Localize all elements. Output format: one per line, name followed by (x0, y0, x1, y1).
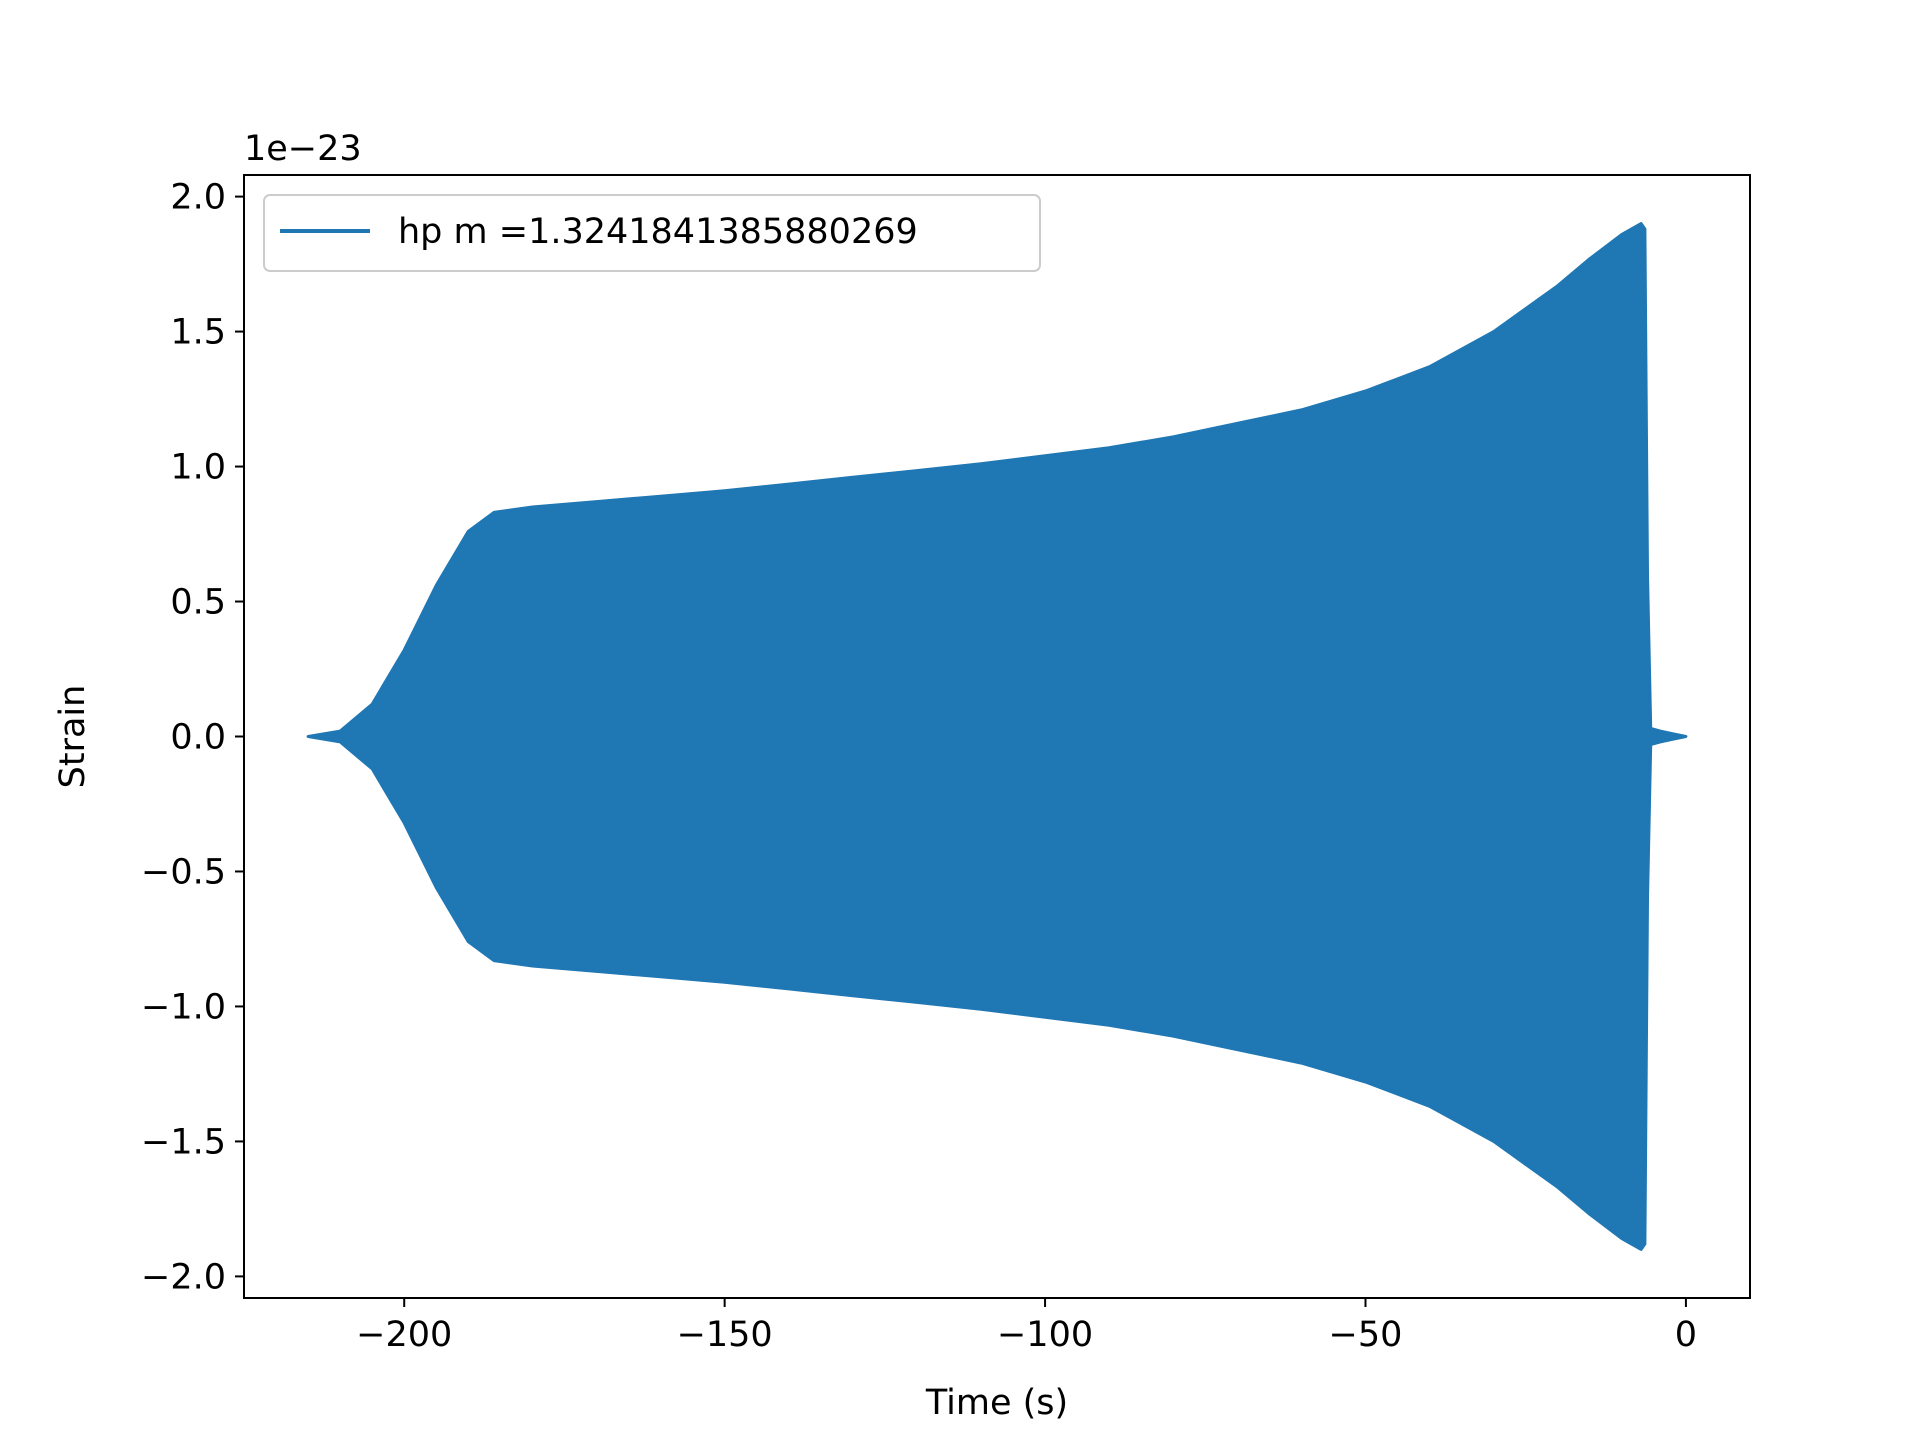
y-offset-label: 1e−23 (244, 129, 362, 169)
x-tick-label: −50 (1329, 1315, 1403, 1355)
axes-frame (243, 174, 1751, 1299)
x-tick-label: −100 (997, 1315, 1093, 1355)
y-axis: −2.0 −1.5 −1.0 −0.5 0.0 0.5 1.0 1.5 2.0 (141, 178, 244, 1297)
x-tick-label: 0 (1675, 1315, 1697, 1355)
legend: hp m =1.3241841385880269 (263, 194, 1041, 272)
x-tick-label: −150 (677, 1315, 773, 1355)
plot-area (306, 222, 1688, 1251)
y-tick-label: −0.5 (141, 852, 226, 892)
y-tick-label: 0.0 (170, 718, 226, 758)
y-tick-label: −1.5 (141, 1122, 226, 1162)
x-axis: −200 −150 −100 −50 0 (356, 1298, 1697, 1355)
y-tick-label: −1.0 (141, 987, 226, 1027)
y-tick-label: 0.5 (170, 583, 226, 623)
x-axis-label: Time (s) (925, 1383, 1068, 1423)
x-tick-label: −200 (356, 1315, 452, 1355)
y-tick-label: 1.0 (170, 448, 226, 488)
series-hp-waveform (306, 222, 1688, 1251)
y-tick-label: −2.0 (141, 1257, 226, 1297)
y-axis-label: Strain (53, 685, 93, 789)
legend-box (263, 194, 1041, 272)
y-tick-label: 1.5 (170, 313, 226, 353)
y-tick-label: 2.0 (170, 178, 226, 218)
legend-entry-label: hp m =1.3241841385880269 (398, 212, 918, 252)
